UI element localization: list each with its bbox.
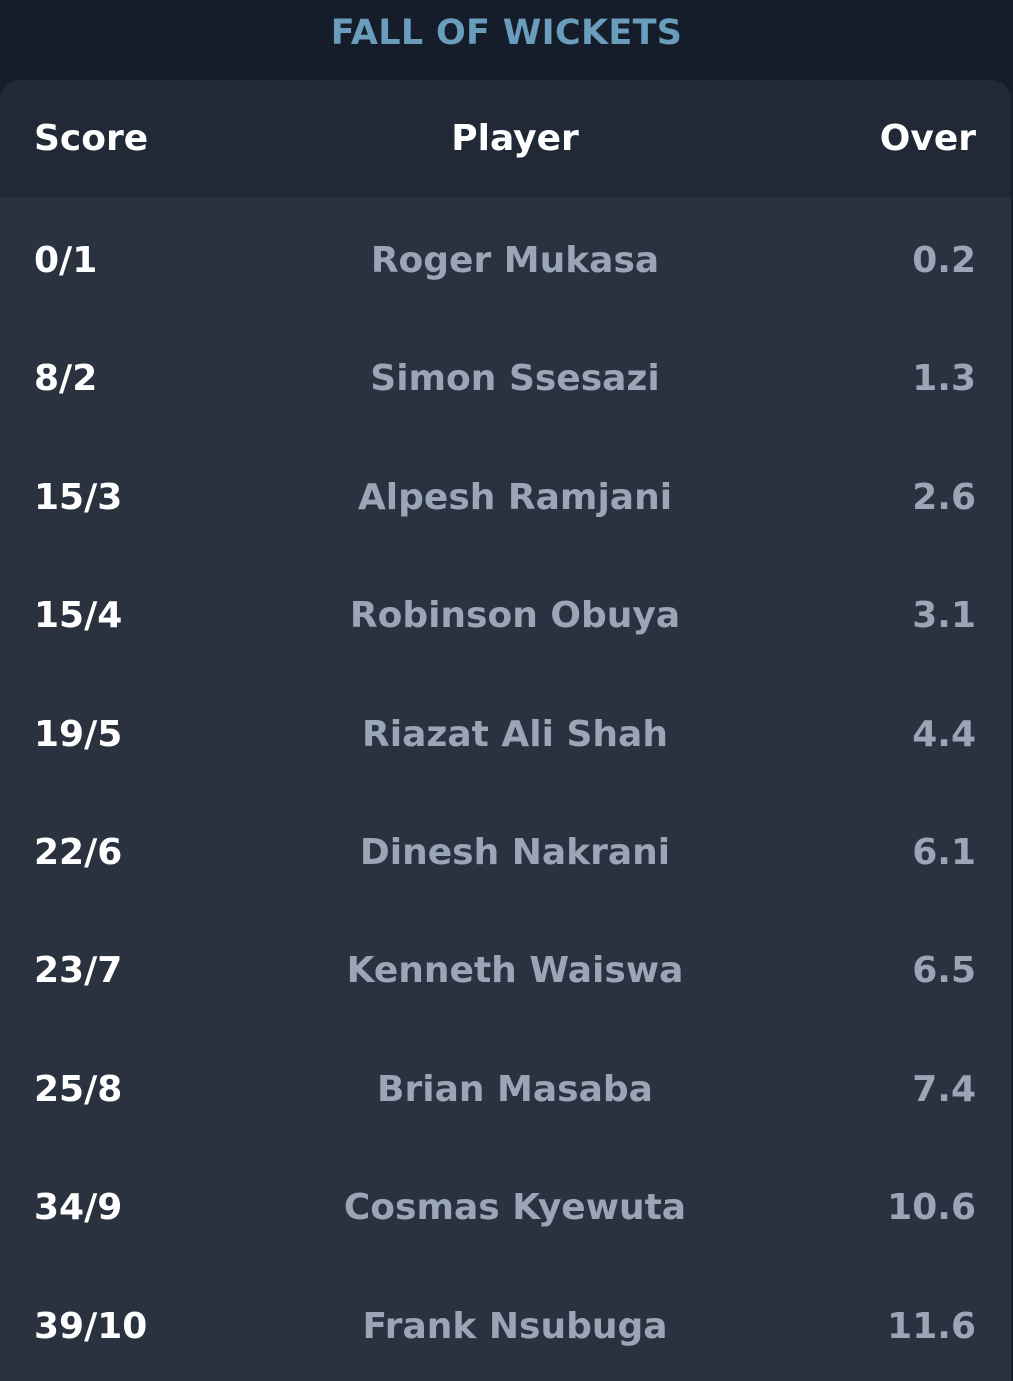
player-name[interactable]: Robinson Obuya [349,595,681,637]
wicket-score: 23/7 [34,950,123,992]
section-title: FALL OF WICKETS [330,13,683,53]
wicket-score: 15/4 [34,595,123,637]
player-name[interactable]: Brian Masaba [377,1068,653,1110]
player-name[interactable]: Roger Mukasa [370,240,660,281]
wicket-score: 25/8 [34,1068,123,1110]
table-row: 0/1 Roger Mukasa 0.2 [0,198,1011,316]
player-name[interactable]: Dinesh Nakrani [359,831,671,873]
wicket-score: 22/6 [34,831,123,873]
table-row: 34/9 Cosmas Kyewuta 10.6 [0,1145,1011,1263]
player-name[interactable]: Kenneth Waiswa [346,950,684,992]
table-row: 23/7 Kenneth Waiswa 6.5 [0,908,1011,1026]
wicket-score: 8/2 [34,358,98,400]
table-row: 25/8 Brian Masaba 7.4 [0,1027,1011,1145]
wicket-over: 10.6 [887,1187,976,1229]
table-row: 39/10 Frank Nsubuga 11.6 [0,1264,1011,1381]
column-header-score: Score [34,118,149,159]
player-name[interactable]: Simon Ssesazi [370,358,660,400]
table-row: 22/6 Dinesh Nakrani 6.1 [0,790,1011,908]
wicket-score: 39/10 [34,1305,148,1347]
wicket-over: 1.3 [912,358,976,400]
wicket-score: 34/9 [34,1187,123,1229]
table-row: 8/2 Simon Ssesazi 1.3 [0,316,1011,434]
wicket-score: 15/3 [34,476,123,518]
column-header-player: Player [451,118,579,159]
wicket-score: 19/5 [34,713,123,755]
wicket-over: 0.2 [912,240,976,281]
table-row: 19/5 Riazat Ali Shah 4.4 [0,672,1011,790]
column-header-over: Over [879,118,976,159]
wicket-score: 0/1 [34,240,98,281]
player-name[interactable]: Alpesh Ramjani [357,476,673,518]
player-name[interactable]: Cosmas Kyewuta [343,1187,687,1229]
wicket-over: 2.6 [912,476,976,518]
wicket-over: 6.1 [912,831,976,873]
wicket-over: 4.4 [912,713,976,755]
fall-of-wickets-table: Score Player Over 0/1 Roger Mukasa 0.2 8… [0,80,1011,1381]
wicket-over: 3.1 [912,595,976,637]
table-row: 15/4 Robinson Obuya 3.1 [0,553,1011,671]
table-row: 15/3 Alpesh Ramjani 2.6 [0,435,1011,553]
player-name[interactable]: Riazat Ali Shah [362,713,668,755]
player-name[interactable]: Frank Nsubuga [362,1305,668,1347]
wicket-over: 11.6 [887,1305,976,1347]
table-header: Score Player Over [0,80,1011,198]
wicket-over: 6.5 [912,950,976,992]
wicket-over: 7.4 [912,1068,976,1110]
table-body: 0/1 Roger Mukasa 0.2 8/2 Simon Ssesazi 1… [0,198,1011,1381]
